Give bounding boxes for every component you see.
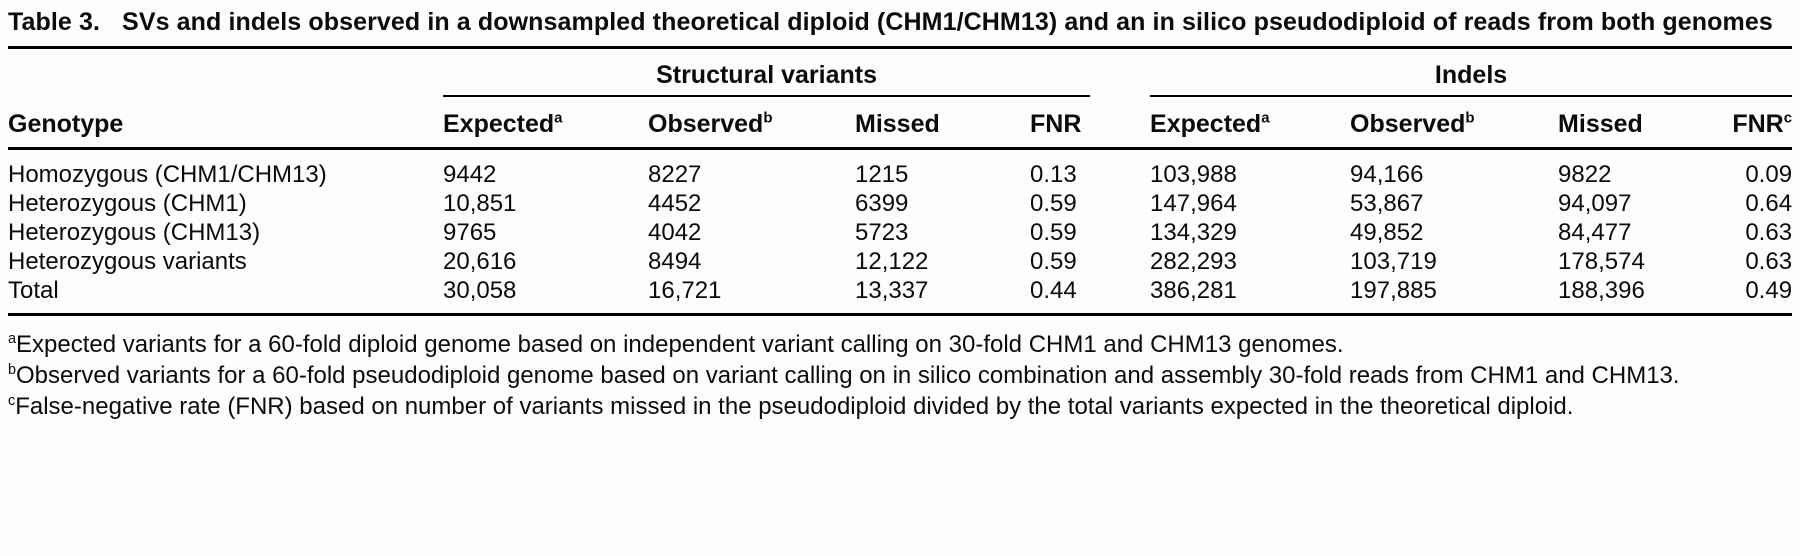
sv-fnr-cell: 0.59 <box>1030 219 1077 246</box>
sv-expected-cell: 10,851 <box>443 190 517 217</box>
indel-missed-cell: 178,574 <box>1558 248 1645 275</box>
indel-fnr-cell: 0.63 <box>1745 219 1793 246</box>
indel-fnr-cell: 0.64 <box>1745 190 1793 217</box>
sv-observed-cell: 4452 <box>648 190 702 217</box>
group-indels: Indels <box>1150 49 1793 97</box>
indel-expected-cell: 386,281 <box>1150 276 1351 316</box>
header-sup: c <box>1783 109 1793 127</box>
sv-observed-cell: 8494 <box>648 248 702 275</box>
sv-expected-cell: 30,058 <box>443 276 648 316</box>
col-header-indel-missed: Missed <box>1558 96 1719 150</box>
genotype-cell: Heterozygous variants <box>8 248 247 275</box>
genotype-cell: Total <box>8 276 443 316</box>
table-number: Table 3. <box>8 8 101 36</box>
col-header-sv-expected: Expecteda <box>443 96 648 150</box>
header-label: Observed <box>1350 110 1466 138</box>
spacer-cell <box>8 49 443 96</box>
col-header-indel-expected: Expecteda <box>1150 96 1351 150</box>
spacer-cell <box>1090 276 1151 316</box>
table-title: Table 3. SVs and indels observed in a dow… <box>8 6 1792 39</box>
column-header-row: Genotype Expecteda Observedb Missed FNR … <box>8 96 1793 150</box>
sv-expected-cell: 20,616 <box>443 248 517 275</box>
sv-expected-cell: 9442 <box>443 161 497 188</box>
spacer-cell <box>1090 49 1150 96</box>
data-table: Structural variants Indels Genotype Expe… <box>8 49 1793 316</box>
indel-observed-cell: 94,166 <box>1350 161 1424 188</box>
group-header-row: Structural variants Indels <box>8 49 1793 97</box>
sv-missed-cell: 6399 <box>855 190 909 217</box>
sv-missed-cell: 1215 <box>855 161 909 188</box>
sv-fnr-cell: 0.59 <box>1030 190 1077 217</box>
sv-missed-cell: 13,337 <box>855 276 1030 316</box>
sv-observed-cell: 16,721 <box>648 276 855 316</box>
sv-fnr-cell: 0.44 <box>1030 276 1091 316</box>
indel-fnr-cell: 0.49 <box>1718 276 1793 316</box>
spacer-cell <box>1090 218 1150 247</box>
indel-observed-cell: 49,852 <box>1350 219 1424 246</box>
footnote-sup: b <box>8 362 17 378</box>
spacer-cell <box>1090 247 1150 276</box>
sv-observed-cell: 4042 <box>648 219 702 246</box>
col-header-indel-observed: Observedb <box>1350 96 1559 150</box>
footnote-text: False-negative rate (FNR) based on numbe… <box>15 393 1574 420</box>
footnote-sup: a <box>8 331 17 347</box>
spacer-cell <box>1090 96 1151 150</box>
table-row: Homozygous (CHM1/CHM13) 9442 8227 1215 0… <box>8 149 1792 190</box>
sv-observed-cell: 8227 <box>648 161 702 188</box>
table-row: Heterozygous (CHM13) 9765 4042 5723 0.59… <box>8 218 1792 247</box>
spacer-cell <box>1090 149 1150 190</box>
col-header-sv-missed: Missed <box>855 96 1030 150</box>
header-label: Observed <box>648 110 764 138</box>
indel-observed-cell: 53,867 <box>1350 190 1424 217</box>
col-header-sv-fnr: FNR <box>1030 96 1091 150</box>
indel-expected-cell: 103,988 <box>1150 161 1237 188</box>
header-sup: a <box>554 109 563 127</box>
col-header-genotype: Genotype <box>8 96 443 150</box>
footnote-b: bObserved variants for a 60-fold pseudod… <box>8 360 1792 391</box>
footnote-sup: c <box>8 393 16 409</box>
sv-fnr-cell: 0.59 <box>1030 248 1077 275</box>
spacer-cell <box>1090 189 1150 218</box>
genotype-cell: Heterozygous (CHM13) <box>8 219 261 246</box>
indel-fnr-cell: 0.63 <box>1745 248 1793 275</box>
table-row-total: Total 30,058 16,721 13,337 0.44 386,281 … <box>8 276 1793 316</box>
sv-expected-cell: 9765 <box>443 219 497 246</box>
header-sup: b <box>763 109 773 127</box>
footnote-c: cFalse-negative rate (FNR) based on numb… <box>8 391 1792 422</box>
sv-missed-cell: 12,122 <box>855 248 929 275</box>
footnotes: aExpected variants for a 60-fold diploid… <box>8 329 1792 422</box>
col-header-indel-fnr: FNRc <box>1718 96 1793 150</box>
sv-fnr-cell: 0.13 <box>1030 161 1077 188</box>
genotype-cell: Heterozygous (CHM1) <box>8 190 247 217</box>
col-header-sv-observed: Observedb <box>648 96 855 150</box>
header-label: Expected <box>1150 110 1262 138</box>
indel-expected-cell: 134,329 <box>1150 219 1237 246</box>
table-caption: SVs and indels observed in a downsampled… <box>122 8 1773 36</box>
header-label: Expected <box>443 110 555 138</box>
indel-missed-cell: 84,477 <box>1558 219 1632 246</box>
sv-missed-cell: 5723 <box>855 219 909 246</box>
indel-fnr-cell: 0.09 <box>1745 161 1793 188</box>
title-rule <box>8 46 1792 49</box>
genotype-cell: Homozygous (CHM1/CHM13) <box>8 161 327 188</box>
footnote-a: aExpected variants for a 60-fold diploid… <box>8 329 1792 360</box>
header-sup: b <box>1465 109 1475 127</box>
indel-expected-cell: 147,964 <box>1150 190 1237 217</box>
indel-missed-cell: 94,097 <box>1558 190 1632 217</box>
indel-observed-cell: 197,885 <box>1350 276 1559 316</box>
table-row: Heterozygous (CHM1) 10,851 4452 6399 0.5… <box>8 189 1792 218</box>
indel-expected-cell: 282,293 <box>1150 248 1237 275</box>
paper-table-page: Table 3. SVs and indels observed in a dow… <box>8 6 1793 422</box>
footnote-text: Observed variants for a 60-fold pseudodi… <box>16 362 1680 389</box>
indel-missed-cell: 188,396 <box>1558 276 1719 316</box>
group-structural-variants: Structural variants <box>443 49 1091 97</box>
header-label: FNR <box>1732 110 1784 138</box>
indel-observed-cell: 103,719 <box>1350 248 1437 275</box>
indel-missed-cell: 9822 <box>1558 161 1612 188</box>
table-row: Heterozygous variants 20,616 8494 12,122… <box>8 247 1792 276</box>
header-sup: a <box>1261 109 1270 127</box>
footnote-text: Expected variants for a 60-fold diploid … <box>16 331 1344 358</box>
